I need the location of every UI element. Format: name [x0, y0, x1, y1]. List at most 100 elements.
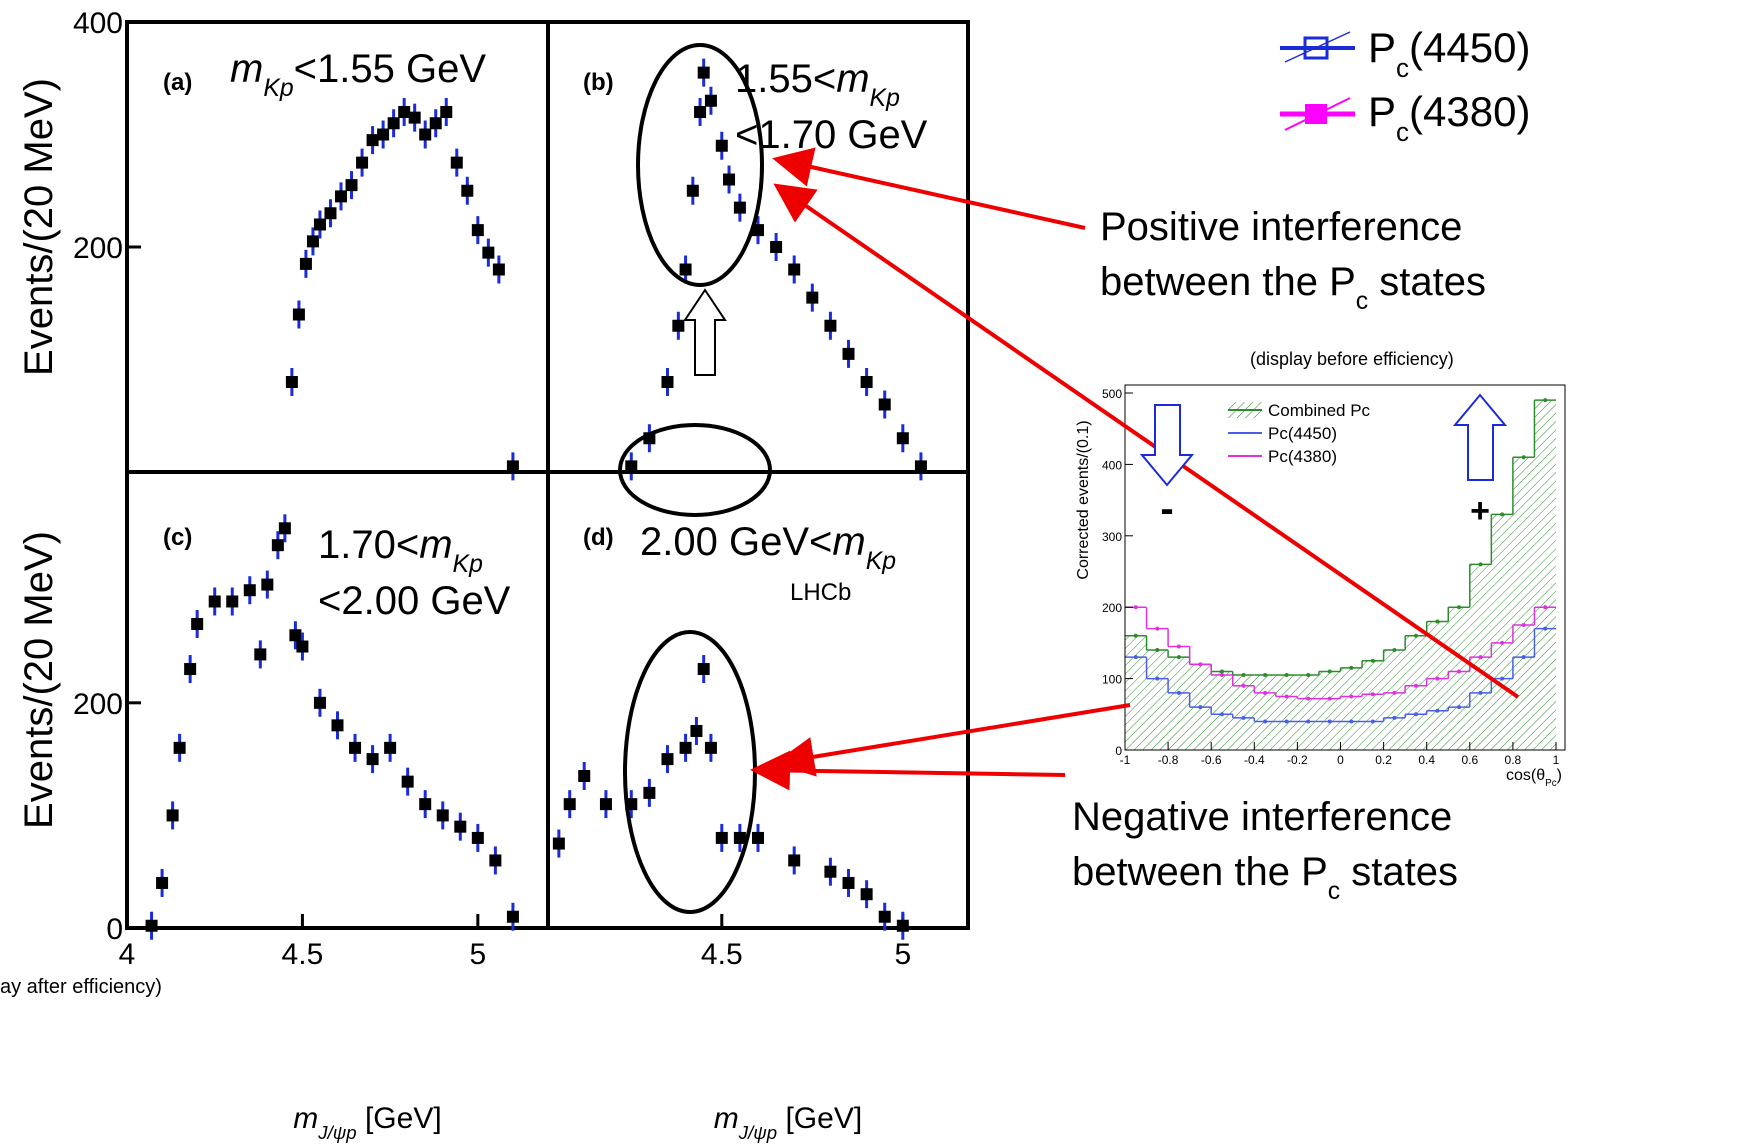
x-axis-label-part: Pc: [1545, 778, 1557, 789]
data-point: [299, 257, 312, 270]
hist-marker: [1413, 633, 1418, 638]
data-point: [292, 308, 305, 321]
data-point: [173, 741, 186, 754]
y-tick-label: 400: [73, 7, 123, 40]
hist-marker: [1521, 623, 1526, 628]
hatched-bin: [1297, 675, 1319, 750]
region-label-part: Kp: [453, 551, 483, 578]
annotation-part: c: [1356, 288, 1368, 315]
hist-marker: [1543, 605, 1548, 610]
data-point: [419, 128, 432, 141]
hist-marker: [1263, 690, 1268, 695]
hist-marker: [1500, 676, 1505, 681]
region-label: 1.70<mKp: [318, 523, 483, 578]
hist-marker: [1435, 676, 1440, 681]
hist-marker: [1478, 562, 1483, 567]
region-label-part: Kp: [870, 85, 900, 112]
data-point: [243, 584, 256, 597]
hist-marker: [1478, 690, 1483, 695]
region-label-part: m: [419, 523, 452, 567]
hist-marker: [1306, 673, 1311, 678]
data-point: [824, 319, 837, 332]
hatched-bin: [1383, 650, 1406, 750]
x-axis-label-part: [GeV]: [777, 1102, 862, 1135]
hist-marker: [1521, 655, 1526, 660]
footnote: ay after efficiency): [0, 976, 162, 998]
y-axis-label: Events/(20 MeV): [17, 78, 61, 376]
data-point: [429, 117, 442, 130]
hist-marker: [1241, 683, 1246, 688]
data-point: [506, 910, 519, 923]
hist-marker: [1327, 696, 1332, 701]
data-point: [471, 224, 484, 237]
hist-marker: [1392, 690, 1397, 695]
data-point: [184, 663, 197, 676]
hist-marker: [1327, 719, 1332, 724]
x-tick-label: 5: [469, 938, 486, 971]
annotation-shapes: [618, 43, 1520, 914]
annotation-part: Positive interference: [1100, 205, 1462, 249]
data-point: [563, 798, 576, 811]
data-point: [896, 432, 909, 445]
x-axis-label: mJ/ψp [GeV]: [714, 1102, 862, 1143]
data-point: [166, 809, 179, 822]
legend-entry-part: c: [1396, 117, 1409, 147]
annotation: Negative interference: [1072, 795, 1452, 839]
y-tick-label: 0: [106, 913, 123, 946]
data-point: [661, 753, 674, 766]
hist-marker: [1413, 712, 1418, 717]
hist-marker: [1155, 626, 1160, 631]
hist-marker: [1284, 719, 1289, 724]
annotation-part: Negative interference: [1072, 795, 1452, 839]
y-tick-label: 200: [73, 232, 123, 265]
data-point: [715, 831, 728, 844]
data-point: [788, 263, 801, 276]
x-tick-label: -0.6: [1201, 753, 1222, 767]
hatched-bin: [1448, 607, 1470, 750]
data-point: [296, 640, 309, 653]
data-point: [454, 820, 467, 833]
data-point: [733, 201, 746, 214]
data-point: [694, 106, 707, 118]
data-point: [733, 831, 746, 844]
legend-entry-part: P: [1368, 24, 1396, 71]
x-tick-label: 5: [894, 938, 911, 971]
hist-marker: [1349, 719, 1354, 724]
y-tick-label: 0: [1115, 744, 1122, 758]
data-point: [578, 770, 591, 782]
data-point: [679, 263, 692, 276]
hist-marker: [1435, 619, 1440, 624]
legend-entry-part: c: [1396, 53, 1409, 83]
data-point: [335, 190, 348, 203]
data-point: [349, 741, 362, 754]
data-point: [278, 522, 291, 535]
x-axis-label-part: m: [714, 1102, 739, 1135]
hist-marker: [1327, 669, 1332, 674]
data-point: [261, 578, 274, 591]
data-point: [366, 134, 379, 147]
legend-entry: Combined Pc: [1268, 401, 1371, 420]
data-point: [408, 111, 421, 124]
data-point: [824, 865, 837, 878]
hist-marker: [1219, 669, 1224, 674]
x-axis-label-part: J/ψp: [317, 1122, 356, 1143]
legend-entry-part: P: [1368, 88, 1396, 135]
data-point: [690, 724, 703, 737]
panel-label: (c): [163, 524, 192, 551]
hatched-bin: [1125, 635, 1147, 750]
hatched-bin: [1254, 675, 1276, 750]
hatched-bin: [1426, 621, 1449, 750]
data-point: [788, 854, 801, 867]
hist-marker: [1133, 605, 1138, 610]
annotation: between the Pc states: [1100, 260, 1486, 315]
hist-marker: [1435, 708, 1440, 713]
annotation-part: between the P: [1072, 850, 1328, 894]
hist-marker: [1241, 715, 1246, 720]
data-point: [715, 139, 728, 152]
data-point: [419, 798, 432, 811]
hist-marker: [1198, 705, 1203, 710]
data-point: [625, 460, 638, 473]
panel-label: (b): [583, 69, 614, 96]
data-point: [697, 663, 710, 676]
